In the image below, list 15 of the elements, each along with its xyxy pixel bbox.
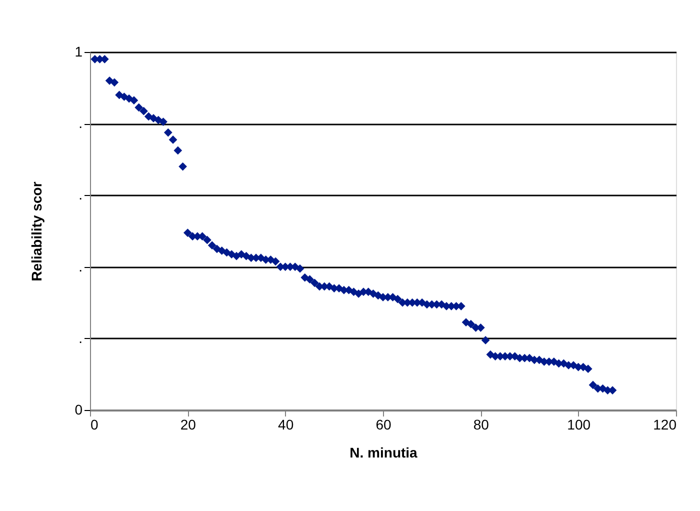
y-axis-title: Reliability scor — [28, 181, 45, 282]
x-tick-label: 100 — [567, 416, 591, 432]
x-tick-label: 80 — [473, 416, 490, 432]
y-tick-label: . — [78, 330, 82, 346]
x-tick-label: 120 — [653, 416, 677, 432]
y-tick-label: . — [78, 186, 82, 203]
y-tick-label: 1 — [74, 44, 83, 60]
y-tick-label: . — [78, 258, 82, 274]
x-tick-label: 0 — [90, 416, 98, 432]
y-tick-label: 0 — [74, 402, 83, 418]
x-tick-label: 20 — [180, 416, 196, 432]
x-tick-label: 60 — [376, 416, 392, 432]
x-axis-title: N. minutia — [350, 444, 418, 460]
x-tick-label: 40 — [278, 416, 294, 432]
y-tick-label: . — [78, 115, 82, 132]
